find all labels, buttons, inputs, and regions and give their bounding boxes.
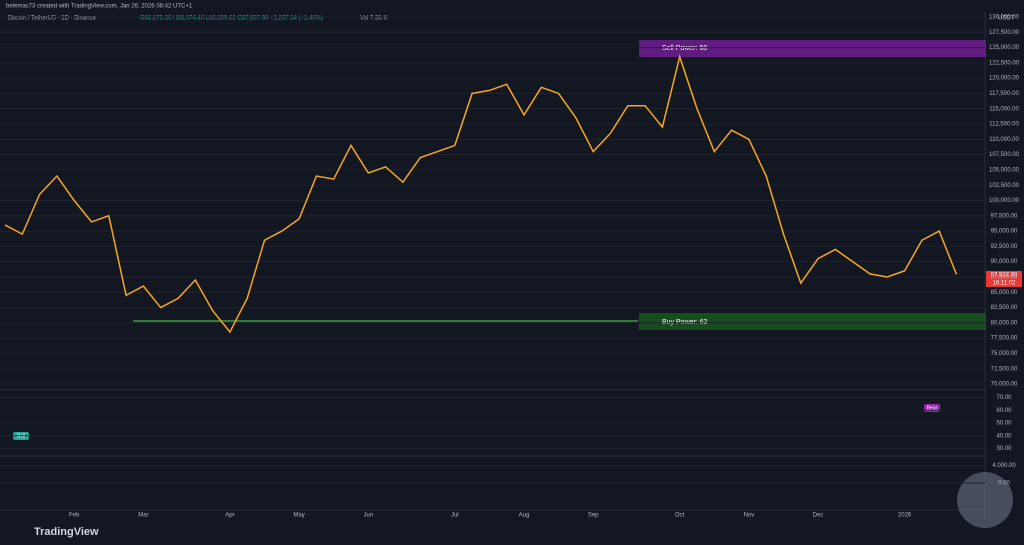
x-tick-label: Jun [363,513,373,519]
last-price: 87,937.90 [991,273,1018,279]
y-tick-label: 82,500.00 [991,305,1018,311]
brand: TradingView [34,526,99,538]
y-tick-label: 117,500.00 [989,91,1019,97]
y-tick-label: 72,500.00 [991,366,1018,372]
y-tick-label: 122,500.00 [989,60,1020,66]
ohlc: O86,675.36 H88,074.48 L86,309.62 C87,937… [140,16,323,22]
pane-tick-label: 4,000.00 [992,463,1016,469]
y-tick-label: 77,500.00 [991,336,1018,342]
y-tick-label: 115,000.00 [989,106,1019,112]
currency: USDT [998,16,1015,22]
y-tick-label: 112,500.00 [989,122,1019,128]
x-tick-label: Apr [225,513,234,519]
y-tick-label: 90,000.00 [991,259,1018,265]
price-line [4,54,958,334]
x-tick-label: Jul [451,513,459,519]
last-price-box [986,271,1022,287]
y-tick-label: 105,000.00 [989,167,1020,173]
x-tick-label: 2026 [898,513,912,519]
buy-zone [639,313,986,330]
attribution: belemac73 created with TradingView.com, … [6,4,193,10]
y-tick-label: 85,000.00 [991,290,1018,296]
x-tick-label: Aug [519,513,530,519]
y-tick-label: 75,000.00 [991,351,1018,357]
logo [957,472,1013,528]
volume: Vol 7.36 K [360,16,387,22]
y-tick-label: 100,000.00 [989,198,1020,204]
y-tick-label: 92,500.00 [991,244,1018,250]
sell-zone [639,40,986,57]
y-tick-label: 102,500.00 [989,183,1020,189]
x-tick-label: Sep [588,513,599,519]
x-tick-label: Oct [675,513,685,519]
x-tick-label: May [293,513,304,519]
y-tick-label: 125,000.00 [989,45,1020,51]
sell-power-label: Sell Power: 68 [662,45,707,52]
pane-tick-label: 50.00 [996,421,1012,427]
y-tick-label: 107,500.00 [989,152,1020,158]
x-tick-label: Mar [138,513,148,519]
x-tick-label: Nov [744,513,755,519]
pane-tick-label: 40.00 [996,433,1012,439]
y-tick-label: 110,000.00 [989,137,1019,143]
y-tick-label: 130,000.00 [989,15,1020,21]
pane-tick-label: 60.00 [996,408,1012,414]
y-tick-label: 97,500.00 [991,213,1018,219]
bull-tag-label: Bull [17,433,25,439]
y-tick-label: 95,000.00 [991,229,1018,235]
pane-tick-label: 30.00 [996,446,1012,452]
countdown: 16:11:02 [993,281,1017,287]
bear-tag-label: Bear [927,405,938,411]
y-tick-label: 80,000.00 [991,320,1018,326]
pane-tick-label: 0.00 [998,481,1010,487]
y-tick-label: 127,500.00 [989,30,1020,36]
buy-line [133,320,638,322]
y-tick-label: 120,000.00 [989,76,1020,82]
y-tick-label: 70,000.00 [991,382,1018,388]
y-tick-label: 87,500.00 [991,275,1018,281]
x-tick-label: Feb [69,513,80,519]
pane-tick-label: 70.00 [996,395,1012,401]
symbol: Bitcoin / TetherUS · 1D · Binance [8,16,97,22]
x-tick-label: Dec [813,513,824,519]
